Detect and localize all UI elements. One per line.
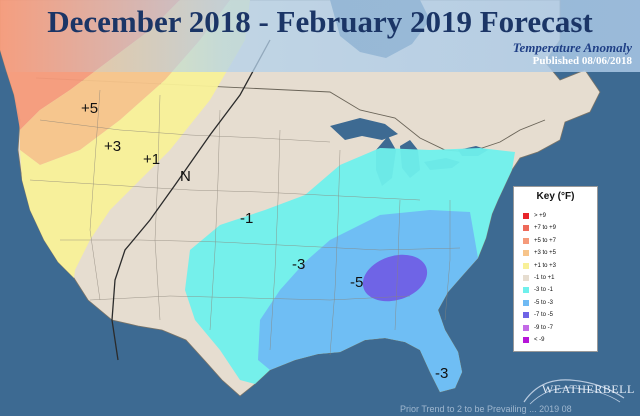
published-date: Published 08/06/2018 — [532, 55, 632, 67]
legend-label: > +9 — [534, 213, 547, 219]
legend-item: -7 to -5 — [523, 310, 553, 320]
legend-item: -9 to -7 — [523, 323, 553, 333]
legend-swatch — [523, 250, 529, 257]
legend-swatch — [523, 225, 529, 232]
legend-item: +3 to +5 — [523, 248, 556, 258]
subtitle: Temperature Anomaly — [512, 40, 632, 55]
legend-item: -3 to -1 — [523, 285, 553, 295]
legend-key: Key (°F) > +9 +7 to +9 +5 to +7 +3 to +5 +1 … — [513, 186, 598, 352]
legend-swatch — [523, 237, 529, 244]
legend-swatch — [523, 312, 529, 319]
label-plus5: +5 — [81, 100, 99, 117]
legend-label: +5 to +7 — [534, 237, 557, 244]
label-plus1: +1 — [143, 151, 161, 168]
boundary-line — [111, 39, 271, 361]
legend-swatch — [523, 337, 529, 343]
legend-swatch — [523, 299, 529, 306]
label-plus3: +3 — [104, 138, 122, 155]
legend-label: < -9 — [534, 337, 545, 343]
weatherbell-logo — [523, 379, 625, 405]
legend-item: -5 to -3 — [523, 298, 553, 308]
label-n: N — [180, 168, 191, 185]
legend-label: -5 to -3 — [534, 299, 554, 306]
legend-swatch — [523, 213, 529, 219]
label-minus1: -1 — [240, 210, 254, 227]
anomaly-minus3 — [258, 210, 478, 392]
legend-item: +1 to +3 — [523, 261, 556, 271]
logo-text: WEATHERBELL — [542, 382, 635, 396]
legend-label: -1 to +1 — [534, 275, 555, 281]
header-banner — [0, 0, 640, 72]
legend-title: Key (°F) — [536, 191, 575, 202]
page-title: December 2018 - February 2019 Forecast — [47, 4, 593, 39]
legend-label: +7 to +9 — [534, 225, 557, 232]
anomaly-minus5 — [362, 254, 428, 302]
legend-item: +7 to +9 — [523, 223, 556, 233]
label-minus3: -3 — [292, 256, 306, 273]
legend-item: -1 to +1 — [523, 273, 555, 283]
legend-item: < -9 — [523, 335, 545, 345]
legend-item: > +9 — [523, 211, 546, 221]
legend-label: -7 to -5 — [534, 312, 554, 319]
legend-swatch — [523, 275, 529, 281]
border-us-canada — [35, 77, 546, 153]
state-borders — [29, 89, 461, 356]
legend-swatch — [523, 324, 529, 331]
footer-text: Prior Trend to 2 to be Prevailing ... 20… — [400, 404, 572, 414]
label-minus5: -5 — [350, 274, 364, 291]
legend-label: -3 to -1 — [534, 287, 554, 294]
legend-swatch — [523, 262, 529, 269]
label-minus3-florida: -3 — [435, 365, 449, 382]
legend-label: +1 to +3 — [534, 262, 557, 269]
legend-label: +3 to +5 — [534, 250, 557, 257]
legend-label: -9 to -7 — [534, 324, 554, 331]
legend-item: +5 to +7 — [523, 236, 556, 246]
legend-swatch — [523, 287, 529, 294]
